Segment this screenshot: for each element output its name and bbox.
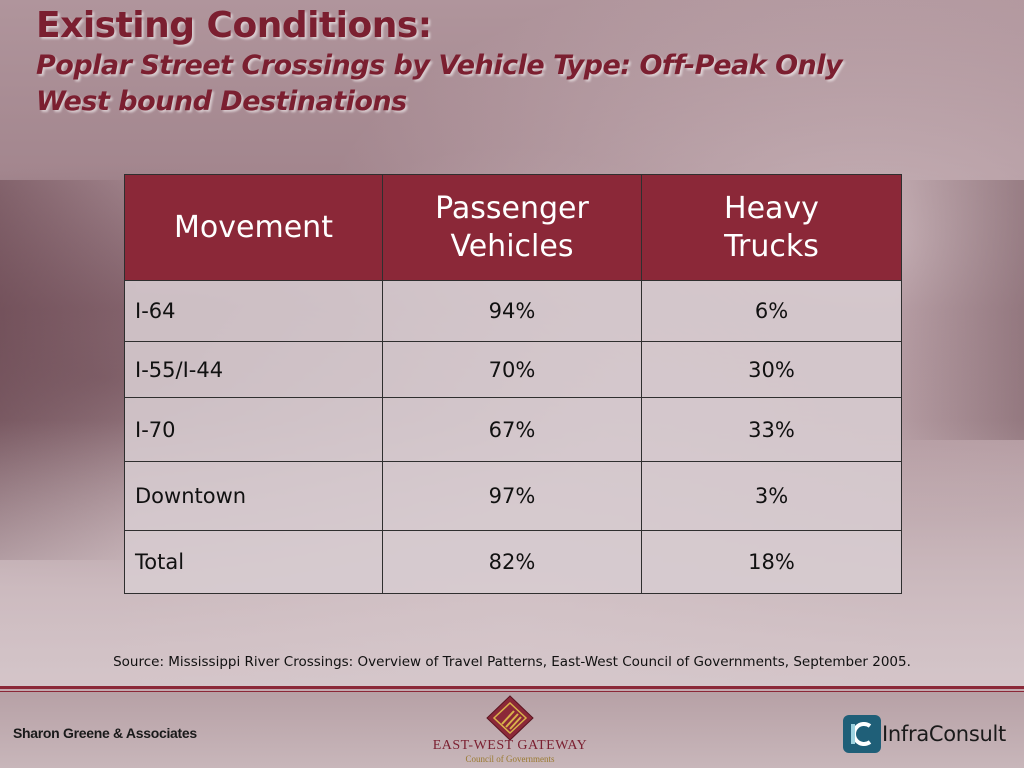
cell-movement: I-70 [124, 397, 383, 462]
cell-passenger: 97% [382, 461, 642, 531]
table-row: Downtown 97% 3% [124, 461, 902, 531]
column-header-heavy-trucks: Heavy Trucks [641, 174, 902, 281]
cell-passenger: 82% [382, 530, 642, 594]
cell-movement: I-55/I-44 [124, 341, 383, 398]
cell-movement: Downtown [124, 461, 383, 531]
table-row: I-70 67% 33% [124, 397, 902, 462]
table-row: Total 82% 18% [124, 530, 902, 594]
ewg-diamond-logo-icon [486, 695, 534, 741]
cell-movement: Total [124, 530, 383, 594]
page-title: Existing Conditions: [36, 5, 432, 46]
title-block: Existing Conditions: Poplar Street Cross… [36, 4, 996, 120]
column-header-passenger-vehicles: Passenger Vehicles [382, 174, 642, 281]
cell-passenger: 67% [382, 397, 642, 462]
page-subtitle-line2: West bound Destinations [36, 86, 407, 117]
cell-passenger: 94% [382, 280, 642, 342]
page-subtitle-line1: Poplar Street Crossings by Vehicle Type:… [36, 50, 843, 81]
cell-trucks: 6% [641, 280, 902, 342]
footer-divider-thin [0, 691, 1024, 692]
table-header-row: Movement Passenger Vehicles Heavy Trucks [124, 174, 902, 281]
footer-ewg-name: EAST-WEST GATEWAY [432, 738, 588, 753]
footer-ewg-subtitle: Council of Governments [465, 754, 555, 764]
footer-firm-name: Sharon Greene & Associates [13, 725, 197, 741]
vehicle-type-table: Movement Passenger Vehicles Heavy Trucks… [124, 174, 902, 594]
table-row: I-64 94% 6% [124, 280, 902, 342]
cell-trucks: 18% [641, 530, 902, 594]
cell-passenger: 70% [382, 341, 642, 398]
column-header-label: Movement [174, 209, 333, 245]
column-header-label: Trucks [724, 228, 819, 264]
column-header-label: Vehicles [450, 228, 574, 264]
footer-divider [0, 686, 1024, 689]
cell-trucks: 30% [641, 341, 902, 398]
column-header-label: Passenger [435, 190, 589, 226]
column-header-label: Heavy [724, 190, 819, 226]
background-shore-right [894, 180, 1024, 440]
table-row: I-55/I-44 70% 30% [124, 341, 902, 398]
column-header-movement: Movement [124, 174, 383, 281]
source-citation: Source: Mississippi River Crossings: Ove… [113, 654, 911, 670]
footer-infraconsult-name: InfraConsult [882, 722, 1006, 746]
cell-trucks: 3% [641, 461, 902, 531]
infraconsult-logo-icon [843, 715, 881, 753]
cell-movement: I-64 [124, 280, 383, 342]
cell-trucks: 33% [641, 397, 902, 462]
